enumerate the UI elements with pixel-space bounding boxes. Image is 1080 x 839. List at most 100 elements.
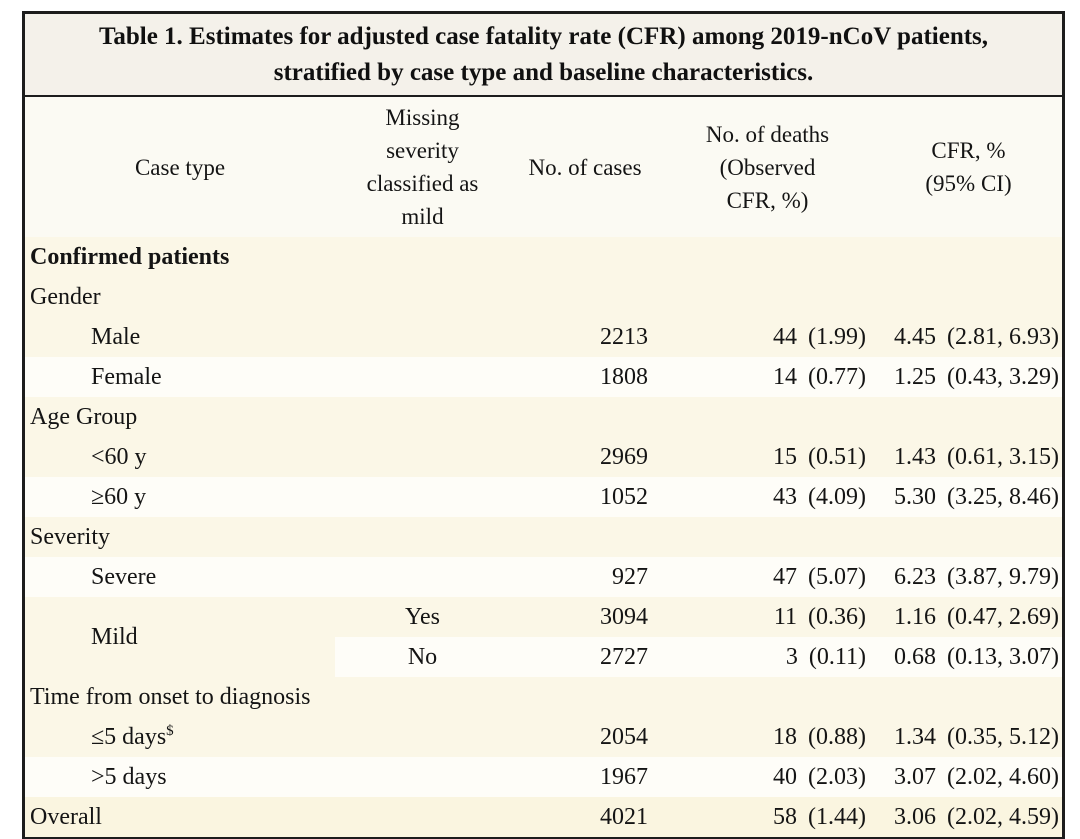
observed-cfr: (4.09): [808, 483, 866, 510]
table-title-line-1: Table 1. Estimates for adjusted case fat…: [98, 23, 989, 50]
cfr-ci: (2.02, 4.60): [947, 763, 1059, 790]
cfr-value: 0.68: [894, 643, 937, 670]
cell-no-of-deaths: 15 (0.51): [660, 437, 875, 477]
deaths-count: 43: [773, 483, 798, 510]
cfr-value: 5.30: [894, 483, 937, 510]
observed-cfr: (0.51): [808, 443, 866, 470]
row-label: ≥60 y: [91, 483, 147, 510]
deaths-count: 11: [773, 603, 798, 630]
section-row-time-from-onset: Time from onset to diagnosis: [25, 677, 1062, 717]
cfr-value: 1.43: [894, 443, 937, 470]
observed-cfr: (1.44): [808, 803, 866, 830]
cell-no-of-deaths: 3 (0.11): [660, 637, 875, 677]
observed-cfr: (0.11): [808, 643, 866, 670]
cell-no-of-cases: 1808: [600, 363, 648, 390]
cell-no-of-deaths: 47 (5.07): [660, 557, 875, 597]
observed-cfr: (0.88): [808, 723, 866, 750]
cell-missing-severity: [335, 477, 510, 517]
cfr-value: 4.45: [894, 323, 937, 350]
cell-no-of-deaths: 40 (2.03): [660, 757, 875, 797]
cell-cfr: 6.23 (3.87, 9.79): [875, 557, 1062, 597]
deaths-count: 58: [773, 803, 798, 830]
cell-missing-severity: [335, 317, 510, 357]
observed-cfr: (2.03): [808, 763, 866, 790]
table-row-mild-yes: Mild Yes 3094 11 (0.36) 1.16 (0.47, 2.69): [25, 597, 1062, 650]
observed-cfr: (1.99): [808, 323, 866, 350]
cfr-ci: (2.81, 6.93): [947, 323, 1059, 350]
cell-cfr: 1.34 (0.35, 5.12): [875, 717, 1062, 757]
cell-no-of-cases: 1967: [600, 763, 648, 790]
deaths-count: 47: [773, 563, 798, 590]
cell-no-of-cases: 927: [612, 563, 648, 590]
cell-missing-severity: [335, 757, 510, 797]
table-row-more-than-5-days: >5 days 1967 40 (2.03) 3.07 (2.02, 4.60): [25, 757, 1062, 797]
cell-no-of-cases: 2213: [600, 323, 648, 350]
deaths-count: 40: [773, 763, 798, 790]
cell-no-of-cases: 4021: [600, 803, 648, 830]
cell-cfr: 3.07 (2.02, 4.60): [875, 757, 1062, 797]
cell-missing-severity: [335, 437, 510, 477]
header-line: CFR, %): [726, 187, 809, 213]
column-header-cfr: CFR, % (95% CI): [875, 97, 1062, 237]
table-row-severe: Severe 927 47 (5.07) 6.23 (3.87, 9.79): [25, 557, 1062, 597]
column-header-no-of-cases: No. of cases: [510, 97, 660, 237]
row-label: Overall: [30, 803, 102, 830]
cell-missing-severity: Yes: [405, 603, 440, 630]
cell-cfr: 3.06 (2.02, 4.59): [875, 797, 1062, 837]
header-line: Case type: [134, 154, 226, 180]
cfr-table: Case type Missing severity classified as…: [25, 97, 1062, 837]
cfr-ci: (0.47, 2.69): [947, 603, 1059, 630]
cfr-ci: (0.35, 5.12): [947, 723, 1059, 750]
section-row-age-group: Age Group: [25, 397, 1062, 437]
table-row-female: Female 1808 14 (0.77) 1.25 (0.43, 3.29): [25, 357, 1062, 397]
section-label: Age Group: [30, 403, 138, 430]
cell-no-of-deaths: 43 (4.09): [660, 477, 875, 517]
cfr-value: 1.34: [894, 723, 937, 750]
cell-cfr: 5.30 (3.25, 8.46): [875, 477, 1062, 517]
table-header: Case type Missing severity classified as…: [25, 97, 1062, 237]
cell-missing-severity: [335, 717, 510, 757]
deaths-count: 14: [773, 363, 798, 390]
footnote-marker: $: [166, 722, 174, 739]
section-label: Time from onset to diagnosis: [30, 683, 311, 710]
cell-no-of-deaths: 44 (1.99): [660, 317, 875, 357]
table-title-line-2: stratified by case type and baseline cha…: [273, 59, 814, 86]
header-row: Case type Missing severity classified as…: [25, 97, 1062, 237]
header-line: mild: [401, 204, 444, 229]
header-line: (95% CI): [925, 171, 1012, 196]
section-label: Gender: [30, 283, 101, 310]
header-line: CFR, %: [931, 138, 1006, 163]
cell-cfr: 1.43 (0.61, 3.15): [875, 437, 1062, 477]
cfr-ci: (3.25, 8.46): [947, 483, 1059, 510]
cfr-ci: (0.43, 3.29): [947, 363, 1059, 390]
cell-no-of-cases: 2727: [600, 643, 648, 670]
row-label: <60 y: [91, 443, 147, 470]
cell-no-of-cases: 3094: [600, 603, 648, 630]
cell-missing-severity: [335, 357, 510, 397]
header-line: Missing: [385, 105, 460, 130]
section-label: Confirmed patients: [30, 243, 230, 270]
row-label: Severe: [91, 563, 157, 590]
cfr-value: 1.25: [894, 363, 937, 390]
deaths-count: 3: [785, 643, 798, 670]
header-line: No. of deaths: [705, 121, 830, 147]
cfr-value: 6.23: [894, 563, 937, 590]
cell-cfr: 1.25 (0.43, 3.29): [875, 357, 1062, 397]
cell-no-of-cases: 2969: [600, 443, 648, 470]
cell-no-of-deaths: 11 (0.36): [660, 597, 875, 637]
column-header-no-of-deaths: No. of deaths (Observed CFR, %): [660, 97, 875, 237]
table-row-60-and-over: ≥60 y 1052 43 (4.09) 5.30 (3.25, 8.46): [25, 477, 1062, 517]
cfr-value: 3.07: [894, 763, 937, 790]
deaths-count: 44: [773, 323, 798, 350]
table-row-under-60: <60 y 2969 15 (0.51) 1.43 (0.61, 3.15): [25, 437, 1062, 477]
cell-no-of-cases: 1052: [600, 483, 648, 510]
observed-cfr: (0.36): [808, 603, 866, 630]
section-row-severity: Severity: [25, 517, 1062, 557]
observed-cfr: (0.77): [808, 363, 866, 390]
deaths-count: 15: [773, 443, 798, 470]
cfr-ci: (3.87, 9.79): [947, 563, 1059, 590]
deaths-count: 18: [773, 723, 798, 750]
cell-missing-severity: [335, 557, 510, 597]
table-1-container: Table 1. Estimates for adjusted case fat…: [22, 11, 1065, 839]
cell-no-of-deaths: 58 (1.44): [660, 797, 875, 837]
